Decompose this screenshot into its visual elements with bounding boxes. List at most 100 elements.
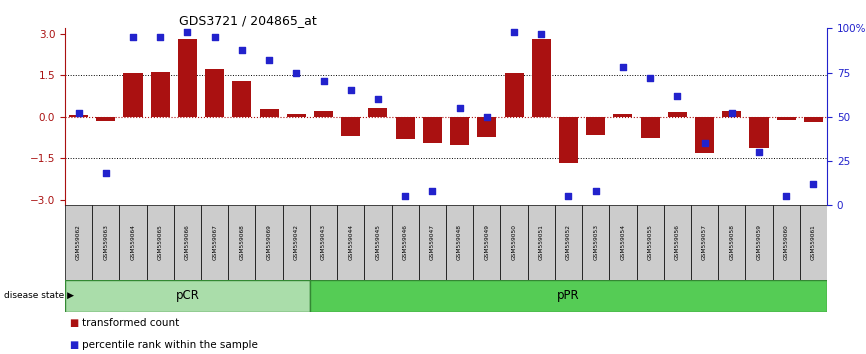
Text: GSM559067: GSM559067 bbox=[212, 224, 217, 261]
Text: GSM559048: GSM559048 bbox=[457, 224, 462, 261]
Bar bbox=[151, 72, 170, 117]
Point bbox=[480, 114, 494, 120]
Text: GSM559053: GSM559053 bbox=[593, 224, 598, 261]
Bar bbox=[586, 117, 605, 135]
Text: GSM559066: GSM559066 bbox=[185, 225, 190, 260]
Point bbox=[561, 194, 575, 199]
Point bbox=[126, 34, 140, 40]
Text: GSM559062: GSM559062 bbox=[76, 224, 81, 261]
Bar bbox=[65, 205, 92, 280]
Text: ■: ■ bbox=[69, 318, 79, 329]
Bar bbox=[178, 39, 197, 117]
Bar bbox=[260, 109, 279, 117]
Point bbox=[643, 75, 657, 81]
Text: GSM559050: GSM559050 bbox=[512, 224, 516, 261]
Point bbox=[534, 31, 548, 36]
Bar bbox=[722, 111, 741, 117]
Text: GSM559047: GSM559047 bbox=[430, 224, 435, 261]
Bar bbox=[310, 205, 337, 280]
Point bbox=[425, 188, 439, 194]
Bar bbox=[473, 205, 501, 280]
Point bbox=[371, 96, 385, 102]
Text: pCR: pCR bbox=[176, 289, 199, 302]
Bar bbox=[501, 205, 527, 280]
Bar bbox=[314, 111, 333, 117]
Text: GSM559063: GSM559063 bbox=[103, 224, 108, 261]
Text: GSM559055: GSM559055 bbox=[648, 224, 653, 261]
Bar bbox=[69, 115, 88, 117]
Text: GSM559061: GSM559061 bbox=[811, 225, 816, 260]
Bar bbox=[232, 81, 251, 117]
Text: GSM559049: GSM559049 bbox=[484, 224, 489, 261]
Text: GSM559068: GSM559068 bbox=[239, 224, 244, 261]
Bar bbox=[610, 205, 637, 280]
Point bbox=[72, 110, 86, 116]
Point bbox=[616, 64, 630, 70]
Point bbox=[589, 188, 603, 194]
Bar bbox=[718, 205, 746, 280]
Point bbox=[344, 87, 358, 93]
Bar bbox=[92, 205, 120, 280]
Bar bbox=[505, 73, 524, 117]
Point bbox=[153, 34, 167, 40]
Bar bbox=[668, 112, 687, 117]
Text: GSM559056: GSM559056 bbox=[675, 224, 680, 261]
Bar bbox=[532, 39, 551, 117]
Point bbox=[262, 57, 276, 63]
Bar bbox=[365, 205, 391, 280]
Bar bbox=[120, 205, 146, 280]
Bar bbox=[749, 117, 768, 148]
Bar bbox=[396, 117, 415, 139]
Bar bbox=[663, 205, 691, 280]
Point bbox=[453, 105, 467, 111]
Bar bbox=[450, 117, 469, 145]
Point bbox=[317, 79, 331, 84]
Point bbox=[779, 194, 793, 199]
Point bbox=[507, 29, 521, 35]
Bar bbox=[201, 205, 229, 280]
Point bbox=[752, 149, 766, 155]
Bar bbox=[559, 117, 578, 163]
Text: disease state ▶: disease state ▶ bbox=[4, 291, 74, 300]
Text: GSM559064: GSM559064 bbox=[131, 224, 135, 261]
Point bbox=[698, 141, 712, 146]
Bar bbox=[255, 205, 282, 280]
Text: GSM559057: GSM559057 bbox=[702, 224, 707, 261]
Bar bbox=[368, 108, 387, 117]
Text: GSM559069: GSM559069 bbox=[267, 224, 272, 261]
Bar bbox=[477, 117, 496, 137]
Bar bbox=[341, 117, 360, 136]
Point bbox=[208, 34, 222, 40]
Bar bbox=[229, 205, 255, 280]
Bar bbox=[777, 117, 796, 120]
Bar bbox=[174, 205, 201, 280]
Bar bbox=[419, 205, 446, 280]
Bar bbox=[287, 114, 306, 117]
Bar bbox=[124, 73, 143, 117]
Text: GSM559045: GSM559045 bbox=[376, 224, 380, 261]
Text: GSM559051: GSM559051 bbox=[539, 224, 544, 261]
Bar bbox=[423, 117, 442, 143]
Text: GSM559060: GSM559060 bbox=[784, 224, 789, 261]
Point bbox=[235, 47, 249, 52]
Text: GSM559054: GSM559054 bbox=[620, 224, 625, 261]
Bar bbox=[96, 117, 115, 121]
Text: percentile rank within the sample: percentile rank within the sample bbox=[82, 339, 258, 350]
Point bbox=[289, 70, 303, 75]
Bar bbox=[746, 205, 772, 280]
Bar bbox=[800, 205, 827, 280]
Bar bbox=[391, 205, 419, 280]
Text: GDS3721 / 204865_at: GDS3721 / 204865_at bbox=[179, 14, 317, 27]
Bar bbox=[637, 205, 663, 280]
Bar bbox=[310, 280, 827, 312]
Text: GSM559042: GSM559042 bbox=[294, 224, 299, 261]
Bar bbox=[446, 205, 473, 280]
Bar bbox=[695, 117, 714, 153]
Text: GSM559058: GSM559058 bbox=[729, 224, 734, 261]
Bar bbox=[582, 205, 610, 280]
Point bbox=[398, 194, 412, 199]
Text: GSM559044: GSM559044 bbox=[348, 224, 353, 261]
Text: GSM559065: GSM559065 bbox=[158, 224, 163, 261]
Bar bbox=[613, 114, 632, 117]
Bar bbox=[205, 69, 224, 117]
